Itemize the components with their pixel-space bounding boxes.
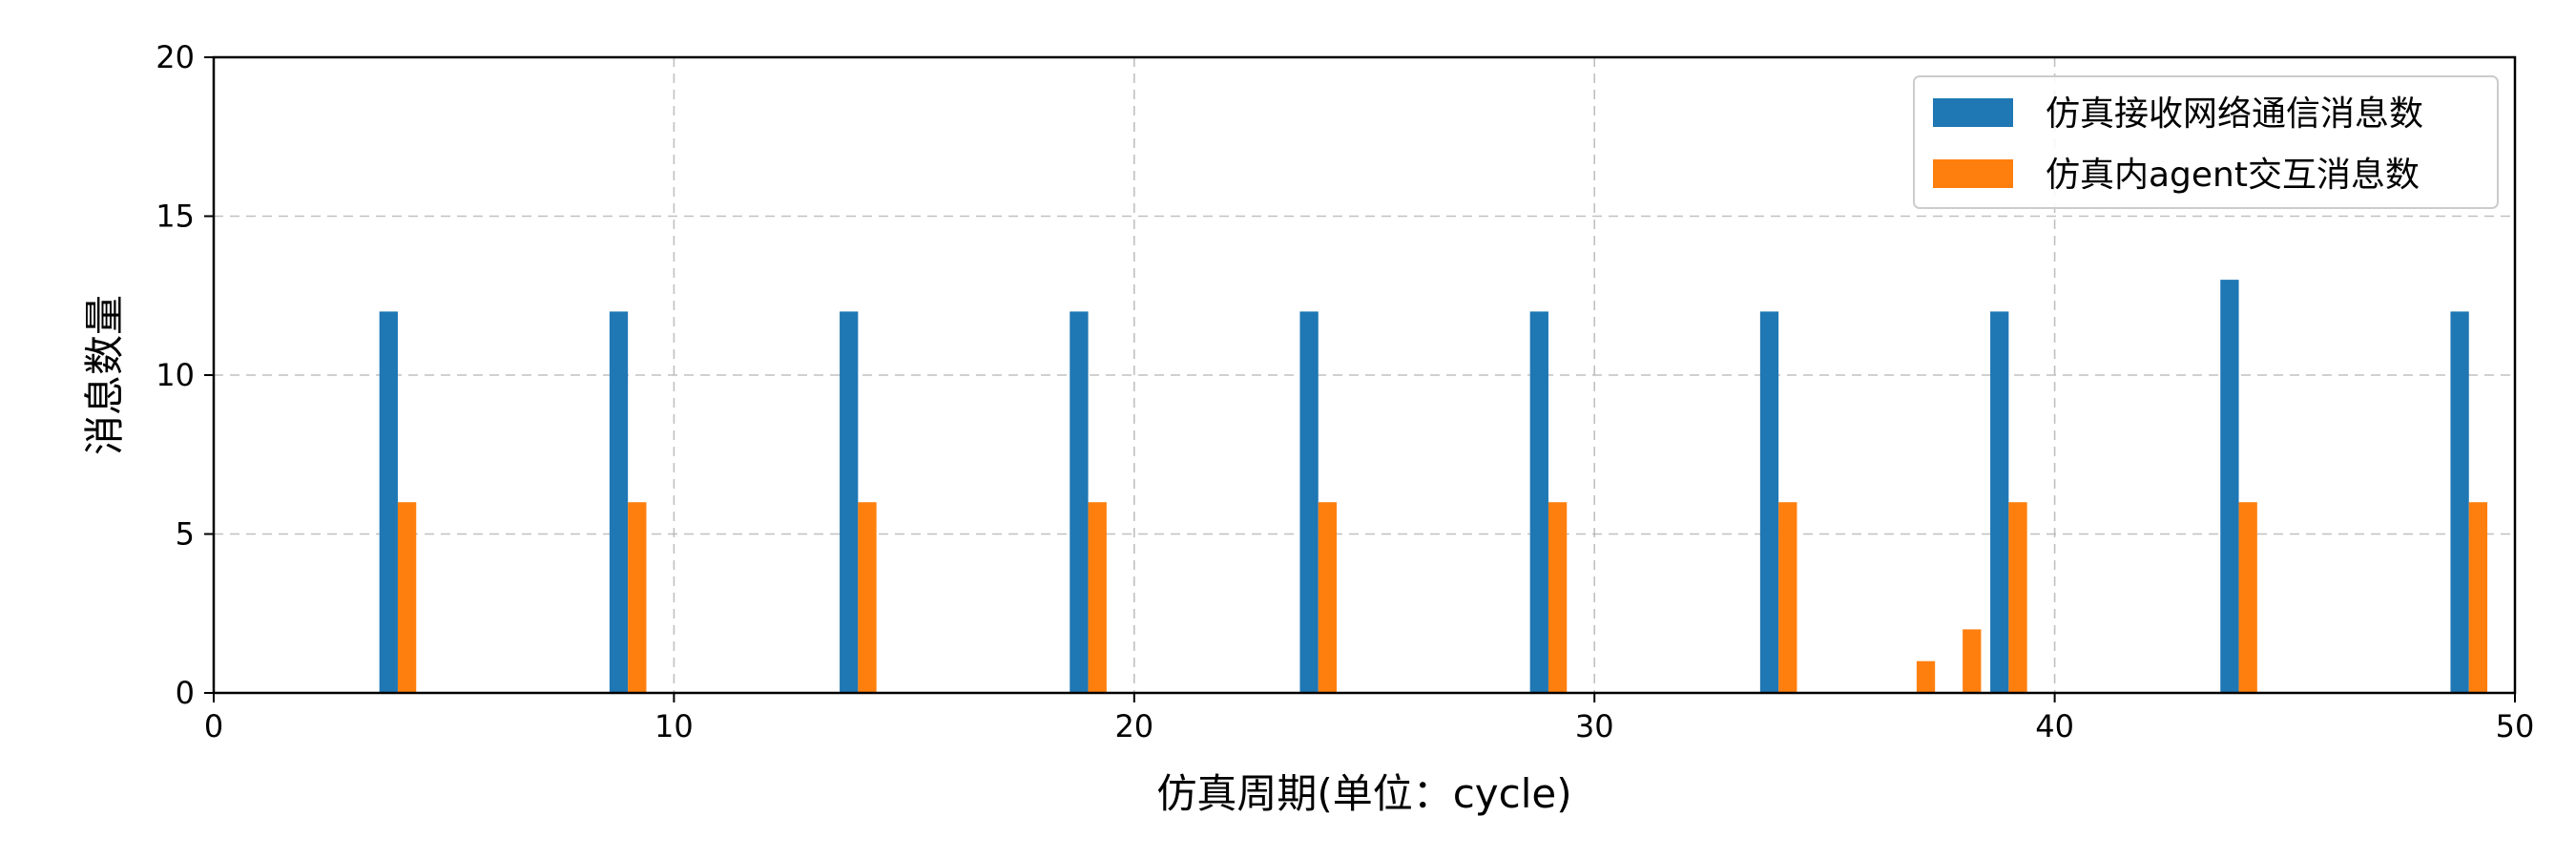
bar-agent [2238,502,2257,693]
bar-receive [1759,311,1779,693]
x-axis-label: 仿真周期(单位：cycle) [1156,770,1571,817]
legend-swatch-agent [1933,159,2013,188]
bar-agent [397,502,417,693]
bar-receive [1990,311,2009,693]
axis-ticks: 0 10 20 30 40 50 0 5 10 15 20 [156,39,2534,744]
bars [379,280,2488,693]
legend-swatch-receive [1933,98,2013,127]
y-tick-label: 10 [156,357,195,393]
y-tick-label: 5 [176,516,195,553]
bar-receive [840,311,859,693]
bar-agent [1916,660,1936,693]
bar-receive [1070,311,1089,693]
x-tick-label: 50 [2496,708,2535,744]
x-tick-label: 10 [654,708,694,744]
x-tick-label: 0 [204,708,223,744]
bar-agent [1088,502,1107,693]
bar-receive [609,311,629,693]
bar-receive [2220,280,2239,693]
x-tick-label: 40 [2035,708,2074,744]
y-tick-label: 0 [176,675,195,711]
x-tick-label: 30 [1575,708,1614,744]
legend: 仿真接收网络通信消息数 仿真内agent交互消息数 [1913,75,2499,209]
bar-receive [1299,311,1319,693]
bar-agent [1318,502,1338,693]
bar-agent [858,502,877,693]
y-tick-label: 15 [156,199,195,235]
bar-agent [1963,629,1982,693]
bar-agent [1548,502,1568,693]
bar-agent [1778,502,1797,693]
bar-receive [379,311,398,693]
legend-box [1913,75,2499,209]
bar-receive [2450,311,2469,693]
bar-agent [2468,502,2488,693]
legend-label-receive: 仿真接收网络通信消息数 [2046,94,2423,134]
bar-receive [1529,311,1548,693]
x-tick-label: 20 [1114,708,1153,744]
bar-agent [628,502,647,693]
bar-agent [2008,502,2027,693]
y-axis-label: 消息数量 [81,295,128,455]
legend-label-agent: 仿真内agent交互消息数 [2046,156,2420,195]
y-tick-label: 20 [156,39,195,75]
